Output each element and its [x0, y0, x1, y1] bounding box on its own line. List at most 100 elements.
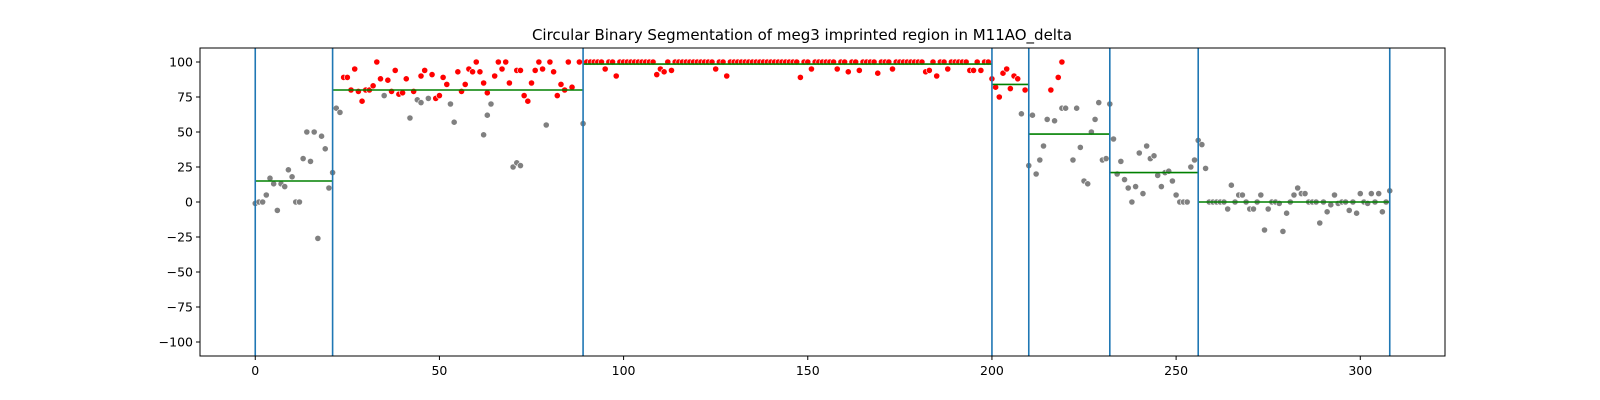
gray-point: [1073, 104, 1081, 112]
red-point: [889, 65, 896, 73]
breakpoints-layer: [254, 48, 1391, 356]
red-point: [472, 58, 480, 66]
gray-point: [1264, 205, 1272, 213]
gray-point: [281, 183, 289, 190]
x-tick-label: 0: [251, 363, 259, 378]
red-point: [575, 58, 583, 66]
red-point: [436, 92, 443, 99]
red-point: [1006, 85, 1014, 92]
gray-point: [450, 118, 458, 126]
y-axis: −100 −75 −50 −25 0 25 50 75 100: [159, 55, 200, 350]
red-point: [601, 65, 609, 73]
gray-point: [314, 234, 322, 242]
red-point: [498, 65, 506, 73]
gray-point: [1279, 227, 1287, 235]
red-point: [1058, 58, 1066, 66]
gray-point: [1353, 209, 1360, 217]
gray-point: [1018, 110, 1025, 118]
x-tick-label: 150: [796, 363, 820, 378]
red-point: [933, 72, 941, 80]
y-tick-label: −100: [159, 335, 193, 350]
red-point: [1014, 75, 1022, 83]
gray-point: [1172, 191, 1180, 199]
gray-point: [1239, 191, 1246, 199]
y-tick-label: −25: [167, 230, 193, 245]
y-tick-label: 0: [185, 195, 193, 210]
red-point: [428, 71, 436, 78]
red-point: [402, 75, 410, 83]
red-point: [1054, 74, 1062, 81]
x-axis: 0 50 100 150 200 250 300: [251, 356, 1372, 378]
red-point: [1021, 86, 1029, 94]
red-point: [874, 69, 882, 77]
red-point: [421, 67, 429, 74]
gray-point: [1345, 206, 1353, 214]
gray-point: [1076, 143, 1084, 151]
gray-point: [1224, 205, 1232, 213]
red-point: [506, 79, 513, 87]
gray-point: [288, 173, 296, 181]
gray-point: [380, 92, 388, 99]
gray-point: [1069, 156, 1077, 164]
red-point: [494, 58, 502, 66]
red-point: [712, 65, 720, 73]
gray-point: [406, 114, 414, 122]
red-point: [995, 93, 1003, 101]
points-layer: [251, 58, 1394, 242]
gray-point: [1091, 116, 1099, 123]
red-point: [417, 72, 425, 80]
red-point: [535, 58, 543, 66]
gray-point: [1040, 142, 1047, 150]
red-point: [517, 67, 524, 74]
red-point: [970, 67, 977, 74]
gray-point: [307, 157, 314, 165]
gray-point: [1110, 135, 1117, 143]
gray-point: [1128, 198, 1136, 206]
segment-means-layer: [255, 63, 1390, 203]
gray-point: [1183, 198, 1191, 206]
gray-point: [1139, 190, 1147, 197]
gray-point: [1143, 142, 1151, 150]
red-point: [564, 58, 572, 66]
gray-point: [1202, 164, 1209, 172]
gray-point: [1032, 170, 1040, 178]
red-point: [653, 71, 661, 78]
gray-point: [509, 163, 517, 171]
gray-point: [1356, 190, 1364, 197]
gray-point: [273, 206, 281, 214]
red-point: [925, 67, 933, 74]
gray-point: [1227, 181, 1235, 189]
gray-point: [1290, 191, 1298, 199]
red-point: [528, 79, 535, 87]
x-tick-label: 100: [612, 363, 636, 378]
red-point: [557, 81, 565, 88]
gray-point: [321, 145, 329, 153]
gray-point: [325, 184, 333, 192]
gray-point: [1095, 99, 1103, 106]
y-tick-label: 50: [177, 125, 193, 140]
red-point: [476, 68, 484, 76]
gray-point: [483, 111, 491, 119]
gray-point: [1375, 190, 1383, 197]
gray-point: [1198, 141, 1206, 148]
gray-point: [480, 131, 488, 139]
red-point: [439, 74, 447, 81]
gray-point: [1331, 191, 1338, 199]
x-tick-label: 200: [980, 363, 1004, 378]
red-point: [461, 81, 469, 88]
gray-point: [1378, 208, 1386, 216]
gray-point: [296, 198, 303, 206]
x-tick-label: 50: [431, 363, 447, 378]
gray-point: [1261, 226, 1268, 234]
y-tick-label: 75: [177, 90, 193, 105]
red-point: [797, 74, 804, 81]
gray-point: [1323, 208, 1331, 216]
red-point: [358, 97, 366, 105]
red-point: [944, 65, 952, 73]
red-point: [977, 67, 985, 74]
y-tick-label: 25: [177, 160, 193, 175]
gray-point: [1124, 184, 1132, 192]
red-point: [469, 68, 476, 76]
gray-point: [1029, 111, 1036, 119]
red-point: [546, 58, 554, 66]
